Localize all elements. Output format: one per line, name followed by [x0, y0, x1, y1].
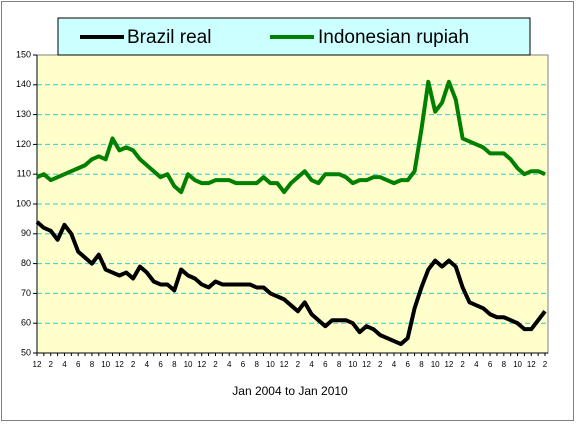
x-tick-label: 6 — [323, 360, 328, 369]
x-tick-label: 2 — [378, 360, 383, 369]
x-tick-label: 12 — [362, 360, 371, 369]
y-tick-label: 150 — [16, 49, 31, 59]
x-tick-label: 4 — [62, 360, 67, 369]
x-tick-label: 12 — [527, 360, 536, 369]
x-tick-label: 8 — [502, 360, 507, 369]
y-tick-label: 50 — [21, 347, 31, 357]
x-axis-label: Jan 2004 to Jan 2010 — [232, 384, 348, 398]
x-tick-label: 8 — [337, 360, 342, 369]
y-tick-label: 60 — [21, 318, 31, 328]
y-tick-label: 130 — [16, 109, 31, 119]
x-tick-label: 6 — [241, 360, 246, 369]
legend: Brazil real Indonesian rupiah — [57, 17, 531, 56]
x-tick-label: 6 — [158, 360, 163, 369]
x-tick-label: 8 — [172, 360, 177, 369]
y-tick-label: 80 — [21, 258, 31, 268]
x-tick-label: 2 — [543, 360, 548, 369]
x-tick-label: 10 — [431, 360, 440, 369]
series-line — [35, 220, 547, 347]
x-tick-label: 10 — [513, 360, 522, 369]
x-tick-label: 6 — [488, 360, 493, 369]
y-tick-label: 110 — [17, 169, 31, 179]
x-tick-label: 10 — [348, 360, 357, 369]
y-tick-label: 140 — [16, 79, 31, 89]
x-tick-label: 2 — [213, 360, 218, 369]
legend-label: Brazil real — [127, 27, 211, 48]
x-tick-label: 12 — [197, 360, 206, 369]
x-tick-label: 12 — [33, 360, 42, 369]
x-tick-label: 10 — [101, 360, 110, 369]
x-tick-label: 4 — [227, 360, 232, 369]
x-tick-label: 4 — [474, 360, 479, 369]
x-tick-label: 10 — [184, 360, 193, 369]
x-tick-label: 6 — [405, 360, 410, 369]
x-tick-label: 8 — [254, 360, 259, 369]
x-tick-label: 4 — [145, 360, 150, 369]
x-tick-label: 12 — [115, 360, 124, 369]
x-tick-label: 12 — [280, 360, 289, 369]
x-tick-label: 4 — [392, 360, 397, 369]
legend-label: Indonesian rupiah — [318, 27, 469, 48]
x-tick-label: 2 — [296, 360, 301, 369]
y-tick-label: 70 — [21, 288, 31, 298]
y-tick-label: 120 — [16, 139, 31, 149]
x-tick-label: 2 — [49, 360, 54, 369]
x-tick-label: 6 — [76, 360, 81, 369]
y-tick-label: 90 — [21, 228, 31, 238]
y-tick-label: 100 — [16, 198, 31, 208]
x-tick-label: 12 — [444, 360, 453, 369]
x-tick-label: 4 — [309, 360, 314, 369]
x-tick-label: 10 — [266, 360, 275, 369]
x-tick-label: 2 — [460, 360, 465, 369]
x-tick-label: 8 — [419, 360, 424, 369]
x-tick-label: 2 — [131, 360, 136, 369]
series-line — [36, 79, 546, 195]
x-tick-label: 8 — [90, 360, 95, 369]
